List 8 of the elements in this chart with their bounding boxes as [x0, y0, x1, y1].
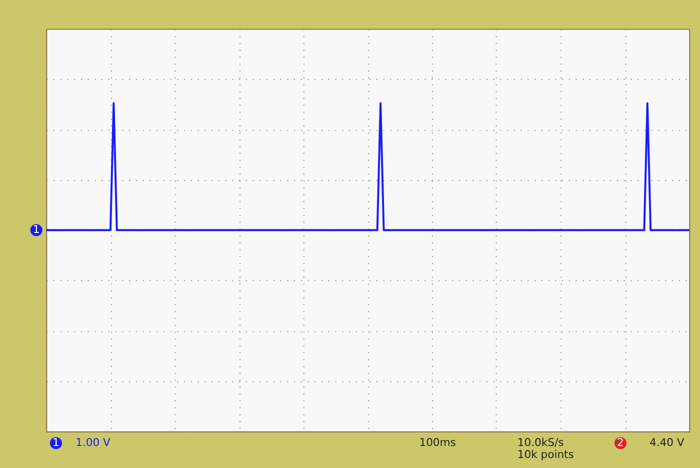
text: 100ms	[419, 436, 456, 450]
text: 1	[32, 223, 40, 236]
text: 1.00 V	[76, 436, 112, 450]
text: 10.0kS/s	[517, 436, 564, 450]
text: 10k points	[517, 448, 574, 461]
text: 1	[52, 436, 60, 450]
text: 4.40 V	[649, 436, 685, 450]
text: 2	[617, 436, 624, 450]
